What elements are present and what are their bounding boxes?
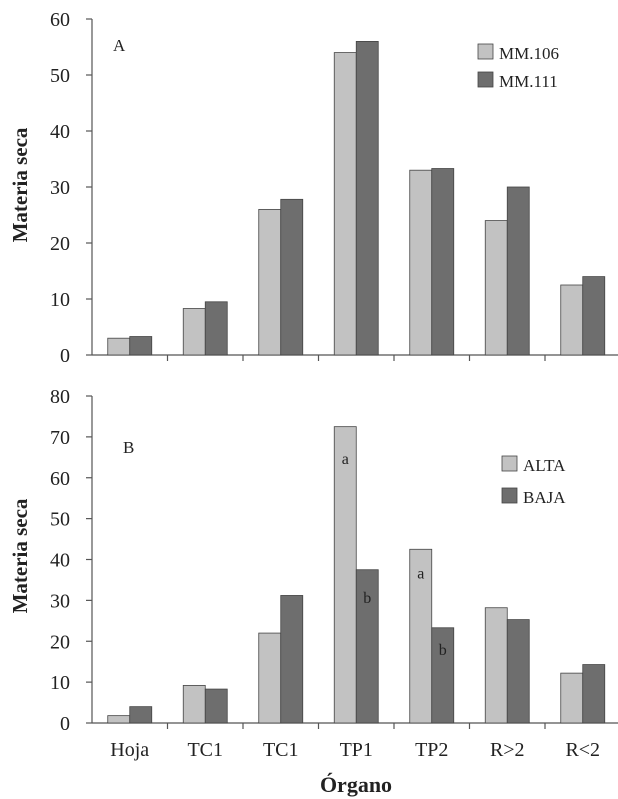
y-tick-label: 0 (60, 713, 70, 735)
bar-alta (484, 607, 508, 724)
legend-label: MM.111 (499, 72, 558, 91)
panel-label: B (123, 438, 134, 457)
bar-mm-106 (258, 208, 282, 356)
bar-mm-111 (506, 186, 530, 356)
bar-mm-106 (182, 308, 206, 356)
bar-significance-label: a (417, 566, 424, 583)
y-tick-label: 40 (50, 550, 70, 572)
y-tick-label: 30 (50, 177, 70, 199)
legend-swatch (501, 455, 518, 472)
x-tick-label: TC1 (263, 739, 299, 761)
x-tick-label: R>2 (490, 739, 525, 761)
bar-mm-111 (280, 198, 304, 356)
bar-alta (333, 426, 357, 724)
bar-significance-label: b (363, 590, 371, 607)
x-tick-label: TP1 (340, 739, 373, 761)
legend-label: MM.106 (499, 44, 559, 63)
bar-alta (182, 684, 206, 724)
y-tick-label: 50 (50, 65, 70, 87)
y-tick-label: 20 (50, 233, 70, 255)
y-tick-label: 80 (50, 386, 70, 408)
bar-mm-106 (409, 169, 433, 356)
y-tick-label: 30 (50, 590, 70, 612)
legend-label: ALTA (523, 456, 566, 475)
bar-mm-111 (431, 168, 455, 356)
bar-mm-106 (560, 284, 584, 356)
bar-mm-111 (582, 276, 606, 356)
legend-label: BAJA (523, 488, 566, 507)
y-axis-label-b: Materia seca (8, 498, 32, 613)
shared-axis-labels: Materia seca Materia seca Órgano (8, 127, 392, 797)
y-tick-label: 10 (50, 672, 70, 694)
bar-baja (355, 569, 379, 724)
x-tick-label: TP2 (415, 739, 448, 761)
x-tick-label: Hoja (110, 739, 149, 761)
y-tick-label: 60 (50, 468, 70, 490)
bar-baja (582, 664, 606, 724)
bar-mm-106 (484, 220, 508, 356)
bar-significance-label: b (439, 642, 447, 659)
panel-a: 0 10 20 30 40 50 60 A MM.106 MM.111 (50, 9, 618, 367)
panel-label: A (113, 36, 126, 55)
bar-mm-111 (355, 41, 379, 356)
bar-alta (560, 672, 584, 724)
y-tick-label: 0 (60, 345, 70, 367)
legend-swatch (501, 487, 518, 504)
x-tick-label: R<2 (565, 739, 600, 761)
bar-mm-111 (204, 301, 228, 356)
bar-mm-106 (333, 52, 357, 356)
y-tick-label: 20 (50, 631, 70, 653)
panel-b: 0 10 20 30 40 50 60 70 80 Hoja TC1 TC1 TP1 TP2 R>2 R<2 a… (50, 386, 618, 761)
bar-baja (204, 688, 228, 724)
bar-significance-label: a (342, 451, 349, 468)
y-tick-label: 40 (50, 121, 70, 143)
y-tick-label: 60 (50, 9, 70, 31)
bar-alta (258, 632, 282, 724)
x-axis-label: Órgano (320, 772, 392, 797)
y-axis-label-a: Materia seca (8, 127, 32, 242)
y-tick-label: 50 (50, 509, 70, 531)
legend-swatch (477, 43, 494, 60)
y-tick-label: 70 (50, 427, 70, 449)
bar-mm-106 (107, 337, 131, 356)
bar-mm-111 (129, 336, 153, 356)
bar-baja (431, 627, 455, 724)
legend-swatch (477, 71, 494, 88)
x-tick-label: TC1 (187, 739, 223, 761)
bar-baja (280, 595, 304, 724)
bar-alta (107, 715, 131, 724)
bar-baja (129, 706, 153, 724)
bar-baja (506, 619, 530, 724)
y-tick-label: 10 (50, 289, 70, 311)
